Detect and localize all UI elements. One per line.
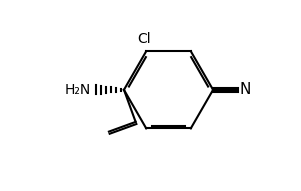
Text: Cl: Cl [138, 32, 151, 45]
Text: N: N [240, 82, 251, 97]
Text: H₂N: H₂N [65, 83, 91, 97]
